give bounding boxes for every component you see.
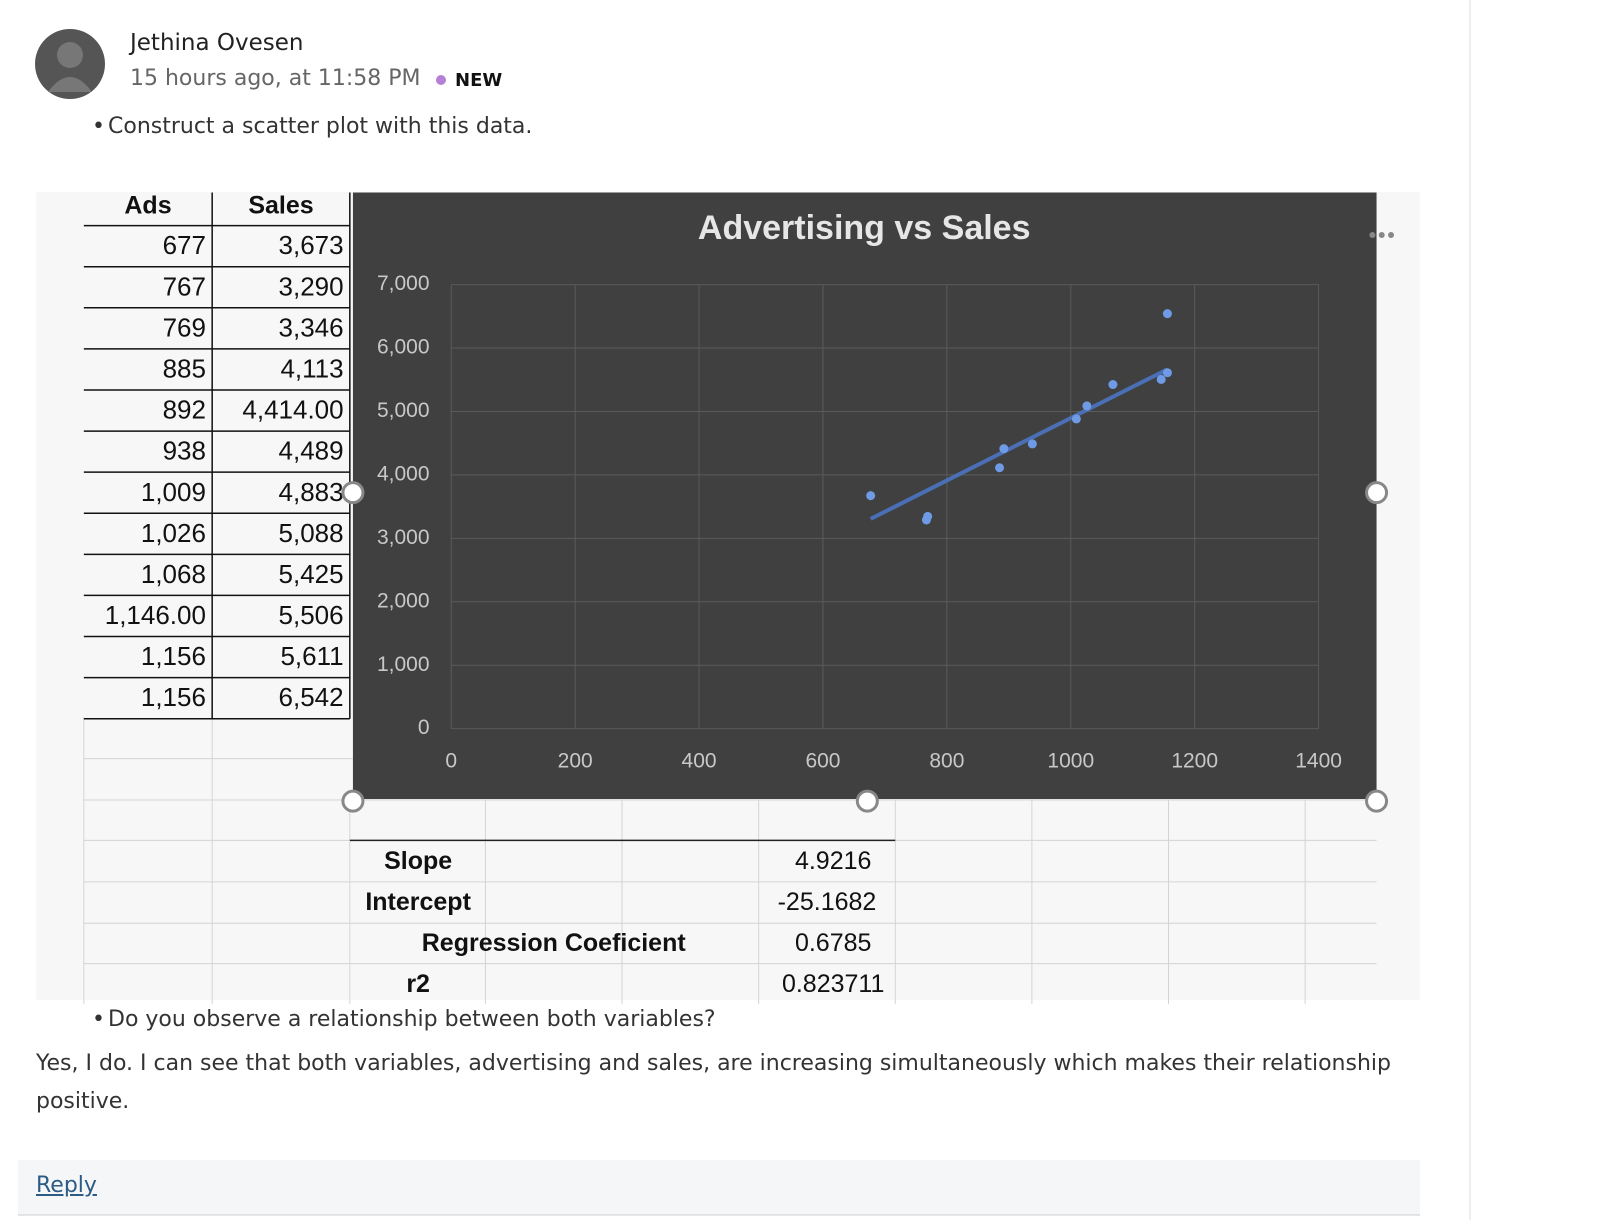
- new-badge: NEW: [455, 70, 503, 91]
- stat-value: 0.6785: [795, 929, 871, 957]
- stat-label: r2: [406, 970, 430, 998]
- table-cell: 769: [163, 312, 206, 342]
- y-tick-label: 3,000: [377, 526, 430, 549]
- x-tick-label: 800: [929, 749, 964, 772]
- resize-handle: [341, 481, 365, 505]
- chart-title: Advertising vs Sales: [698, 209, 1031, 247]
- resize-handle: [1365, 481, 1389, 505]
- x-tick-label: 400: [682, 749, 717, 772]
- avatar-head: [57, 42, 83, 68]
- stat-label: Slope: [384, 847, 452, 875]
- table-cell: 1,156: [141, 682, 206, 712]
- table-cell: 5,088: [279, 518, 344, 548]
- point: [995, 463, 1005, 473]
- new-dot: [436, 75, 446, 85]
- point: [1071, 414, 1081, 424]
- column-header: Sales: [248, 192, 313, 220]
- table-cell: 1,026: [141, 518, 206, 548]
- stat-label: Regression Coeficient: [422, 929, 687, 957]
- point: [923, 511, 933, 521]
- more-dot: [1369, 231, 1376, 238]
- point: [1162, 309, 1172, 319]
- point: [1027, 439, 1037, 449]
- point: [999, 444, 1009, 454]
- table-cell: 5,506: [279, 600, 344, 630]
- bullet-text: Construct a scatter plot with this data.: [108, 114, 533, 139]
- point: [1108, 380, 1118, 390]
- answer-text: Yes, I do. I can see that both variables…: [36, 1051, 1391, 1114]
- stat-value: 4.9216: [795, 847, 871, 875]
- y-tick-label: 5,000: [377, 399, 430, 422]
- x-tick-label: 0: [445, 749, 457, 772]
- x-tick-label: 1000: [1047, 749, 1094, 772]
- table-cell: 3,673: [279, 230, 344, 260]
- stat-value: 0.823711: [782, 970, 884, 998]
- table-cell: 1,156: [141, 641, 206, 671]
- table-cell: 3,290: [279, 271, 344, 301]
- y-tick-label: 4,000: [377, 462, 430, 485]
- resize-handle: [341, 789, 365, 813]
- more-dot: [1388, 231, 1395, 238]
- table-cell: 1,009: [141, 477, 206, 507]
- post-time: 15 hours ago, at 11:58 PM: [130, 66, 421, 91]
- point: [866, 491, 876, 501]
- stat-label: Intercept: [365, 888, 471, 916]
- table-cell: 1,146.00: [105, 600, 206, 630]
- y-tick-label: 7,000: [377, 272, 430, 295]
- table-cell: 6,542: [279, 682, 344, 712]
- trendline: [869, 367, 1169, 521]
- table-cell: 892: [163, 395, 206, 425]
- column-header: Ads: [124, 192, 171, 220]
- more-dot: [1378, 231, 1385, 238]
- table-cell: 5,611: [280, 641, 343, 671]
- x-tick-label: 1200: [1171, 749, 1218, 772]
- table-cell: 3,346: [279, 312, 344, 342]
- bullet: •: [92, 114, 105, 139]
- y-tick-label: 1,000: [377, 653, 430, 676]
- x-tick-label: 600: [805, 749, 840, 772]
- reply-bar: [18, 1160, 1420, 1215]
- table-cell: 4,414.00: [242, 395, 343, 425]
- table-cell: 677: [163, 230, 206, 260]
- y-tick-label: 0: [418, 716, 430, 739]
- x-tick-label: 200: [558, 749, 593, 772]
- point: [1156, 374, 1166, 384]
- avatar-body: [48, 77, 92, 92]
- y-tick-label: 6,000: [377, 336, 430, 359]
- stat-value: -25.1682: [778, 888, 877, 916]
- author-name: Jethina Ovesen: [130, 30, 304, 56]
- table-cell: 4,883: [279, 477, 344, 507]
- resize-handle: [855, 789, 879, 813]
- table-cell: 4,489: [279, 436, 344, 466]
- table-cell: 4,113: [280, 354, 343, 384]
- point: [1162, 368, 1172, 378]
- bullet: •: [92, 1007, 105, 1032]
- resize-handle: [1365, 789, 1389, 813]
- reply-link[interactable]: Reply: [36, 1173, 97, 1198]
- table-cell: 938: [163, 436, 206, 466]
- x-tick-label: 1400: [1295, 749, 1342, 772]
- table-cell: 767: [163, 271, 206, 301]
- y-tick-label: 2,000: [377, 589, 430, 612]
- table-cell: 885: [163, 354, 206, 384]
- chart-area: [352, 192, 1377, 800]
- table-cell: 1,068: [141, 559, 206, 589]
- point: [1082, 401, 1092, 411]
- table-cell: 5,425: [279, 559, 344, 589]
- bullet-text: Do you observe a relationship between bo…: [108, 1007, 716, 1032]
